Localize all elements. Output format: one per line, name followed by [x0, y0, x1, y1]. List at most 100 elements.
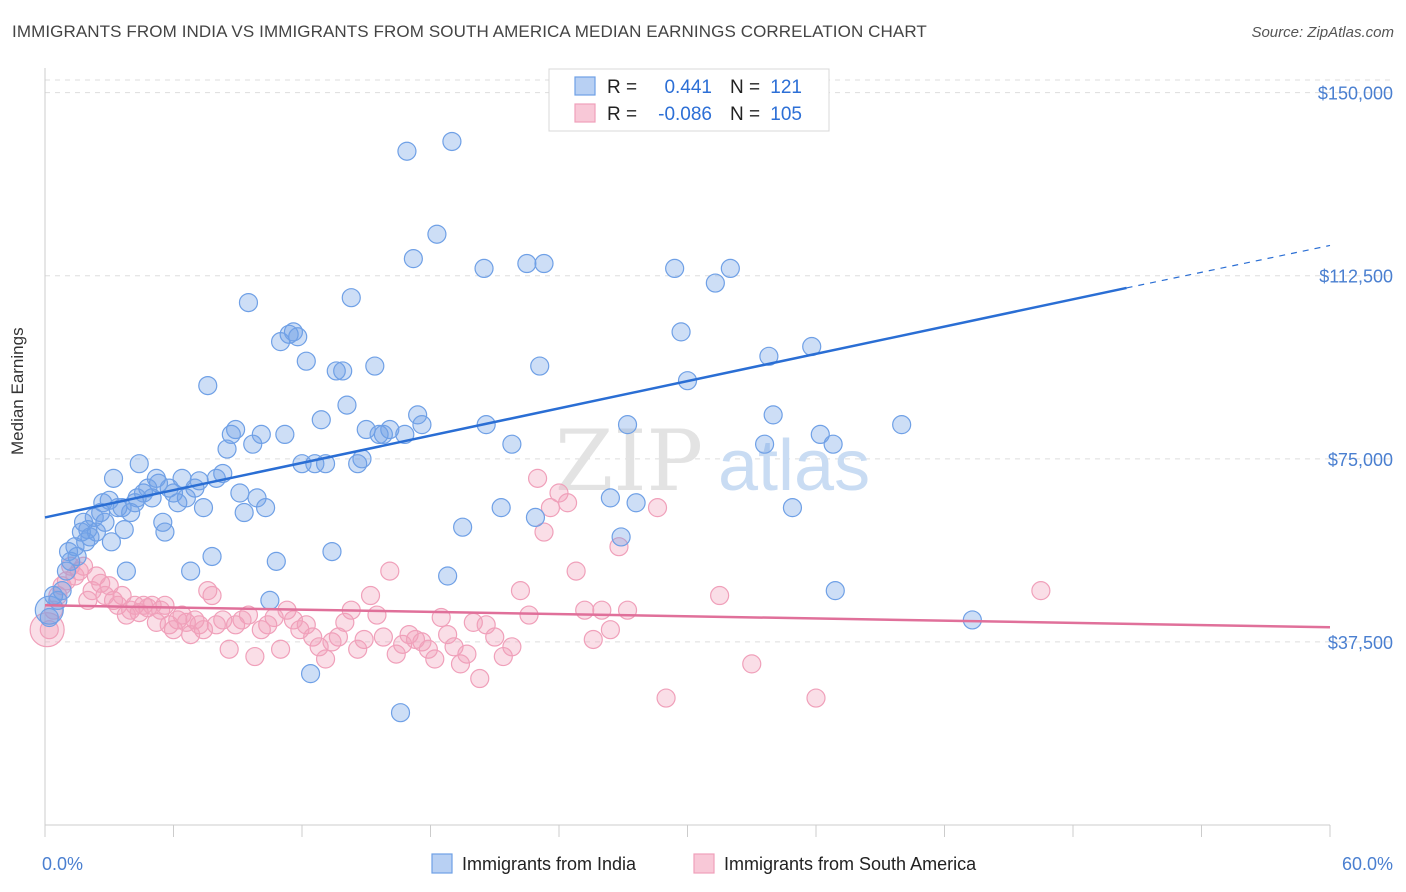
india-point-61 — [266, 551, 286, 571]
india-point-111 — [720, 258, 740, 279]
south-america-trend-line — [44, 604, 1331, 629]
south-america-point-91 — [557, 493, 578, 513]
india-point-76 — [337, 395, 357, 415]
south-america-point-103 — [806, 688, 826, 708]
india-point-74 — [326, 361, 346, 381]
south-america-point-75 — [438, 624, 458, 645]
india-point-98 — [502, 434, 522, 454]
south-america-point-62 — [354, 629, 374, 650]
legend-item-india[interactable]: Immigrants from India — [431, 853, 637, 874]
india-point-87 — [397, 141, 417, 161]
gridlines — [45, 79, 1392, 643]
south-america-point-67 — [386, 644, 406, 664]
india-point-18 — [95, 512, 115, 532]
india-point-93 — [442, 131, 462, 152]
india-point-63 — [275, 424, 295, 445]
india-point-46 — [198, 375, 218, 396]
india-point-3 — [52, 581, 72, 601]
stats-sa-n-value: 105 — [770, 104, 802, 125]
south-america-point-93 — [575, 600, 595, 620]
stats-swatch-south-america — [574, 103, 596, 123]
india-point-58 — [251, 424, 271, 445]
south-america-point-56 — [315, 649, 336, 669]
india-point-112 — [754, 434, 775, 454]
south-america-point-99 — [647, 498, 668, 518]
stats-sa-r-value: -0.086 — [658, 104, 712, 125]
axes — [44, 68, 1331, 837]
india-point-88 — [403, 249, 423, 269]
south-america-point-63 — [360, 585, 381, 606]
south-america-point-101 — [710, 585, 730, 606]
india-trend-line — [44, 286, 1127, 519]
india-point-118 — [823, 434, 843, 454]
legend-swatch-india — [431, 853, 453, 874]
y-tick-label-3: $150,000 — [1318, 84, 1393, 104]
india-point-cluster — [34, 595, 64, 625]
y-tick-label-2: $112,500 — [1319, 267, 1393, 287]
india-point-24 — [114, 520, 134, 540]
south-america-point-44 — [238, 605, 259, 625]
india-point-120 — [892, 415, 912, 435]
india-point-68 — [296, 351, 316, 371]
india-point-45 — [193, 498, 214, 518]
south-america-point-86 — [519, 605, 539, 625]
india-point-114 — [763, 405, 783, 425]
south-america-point-27 — [155, 595, 175, 615]
south-america-point-51 — [283, 610, 304, 630]
stats-sa-r-label: R = — [607, 104, 637, 125]
india-point-103 — [600, 488, 621, 508]
south-america-point-72 — [418, 639, 438, 659]
x-tick-label-0: 0.0% — [42, 854, 83, 874]
south-america-point-71 — [412, 632, 432, 652]
south-america-point-100 — [656, 688, 676, 708]
india-point-50 — [217, 439, 237, 459]
south-america-point-65 — [373, 627, 393, 647]
india-point-102 — [534, 253, 554, 274]
south-america-point-94 — [583, 629, 603, 650]
india-point-104 — [611, 527, 631, 547]
india-point-53 — [230, 483, 250, 503]
watermark-atlas: atlas — [718, 426, 870, 506]
south-america-point-95 — [592, 600, 612, 620]
south-america-point-85 — [510, 581, 531, 601]
y-tick-label-1: $75,000 — [1328, 450, 1393, 470]
south-america-point-77 — [450, 654, 471, 674]
legend-label-south-america: Immigrants from South America — [724, 854, 977, 874]
stats-swatch-india — [574, 76, 596, 96]
south-america-point-92 — [566, 561, 586, 581]
india-point-97 — [491, 498, 511, 518]
x-tick-labels: 0.0% 60.0% — [42, 854, 1393, 874]
stats-box-frame — [548, 68, 830, 132]
india-point-99 — [517, 253, 537, 274]
south-america-point-36 — [193, 620, 214, 640]
stats-india-n-value: 121 — [770, 77, 802, 98]
india-point-75 — [333, 361, 353, 381]
y-tick-label-0: $37,500 — [1328, 633, 1393, 653]
south-america-point-40 — [213, 610, 233, 630]
legend-label-india: Immigrants from India — [462, 854, 637, 874]
south-america-point-104 — [1031, 581, 1051, 601]
india-point-47 — [202, 546, 222, 567]
india-point-89 — [408, 405, 428, 425]
india-point-25 — [116, 561, 136, 581]
india-point-91 — [427, 224, 447, 244]
india-point-117 — [810, 424, 830, 445]
legend-item-south-america[interactable]: Immigrants from South America — [693, 853, 977, 874]
india-point-66 — [288, 327, 308, 347]
south-america-point-17 — [112, 585, 132, 606]
south-america-point-64 — [367, 605, 387, 625]
south-america-point-102 — [742, 654, 762, 674]
south-america-point-14 — [99, 576, 119, 596]
south-america-point-38 — [202, 585, 222, 606]
watermark-zip: ZIP — [555, 412, 703, 510]
watermark: ZIP atlas — [555, 412, 870, 510]
india-point-59 — [255, 498, 276, 518]
india-point-77 — [341, 288, 361, 308]
india-point-29 — [129, 454, 149, 474]
south-america-point-45 — [245, 646, 265, 667]
india-point-55 — [238, 292, 259, 313]
south-america-point-88 — [534, 522, 554, 542]
chart-title: IMMIGRANTS FROM INDIA VS IMMIGRANTS FROM… — [12, 22, 927, 41]
india-point-115 — [782, 498, 803, 518]
